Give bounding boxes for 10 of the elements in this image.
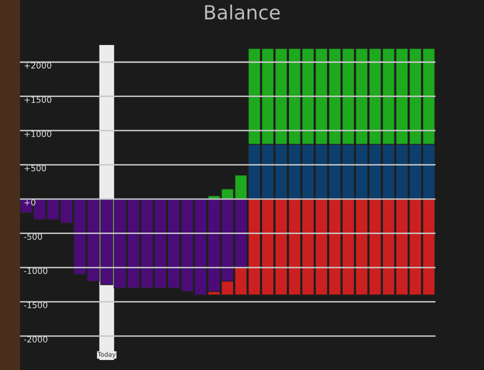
chart-title: Balance [205,4,280,20]
y-tick-label: -2000 [24,336,48,342]
y-tick-label: +2000 [24,62,52,69]
y-tick-label: +0 [24,199,36,206]
y-tick-label: +500 [24,164,46,172]
y-tick-label: -1500 [24,302,48,308]
y-tick-label: -500 [24,233,42,240]
y-tick-label: -1000 [24,268,48,274]
y-tick-label: +1500 [24,96,52,103]
y-tick-label: +1000 [24,130,52,138]
